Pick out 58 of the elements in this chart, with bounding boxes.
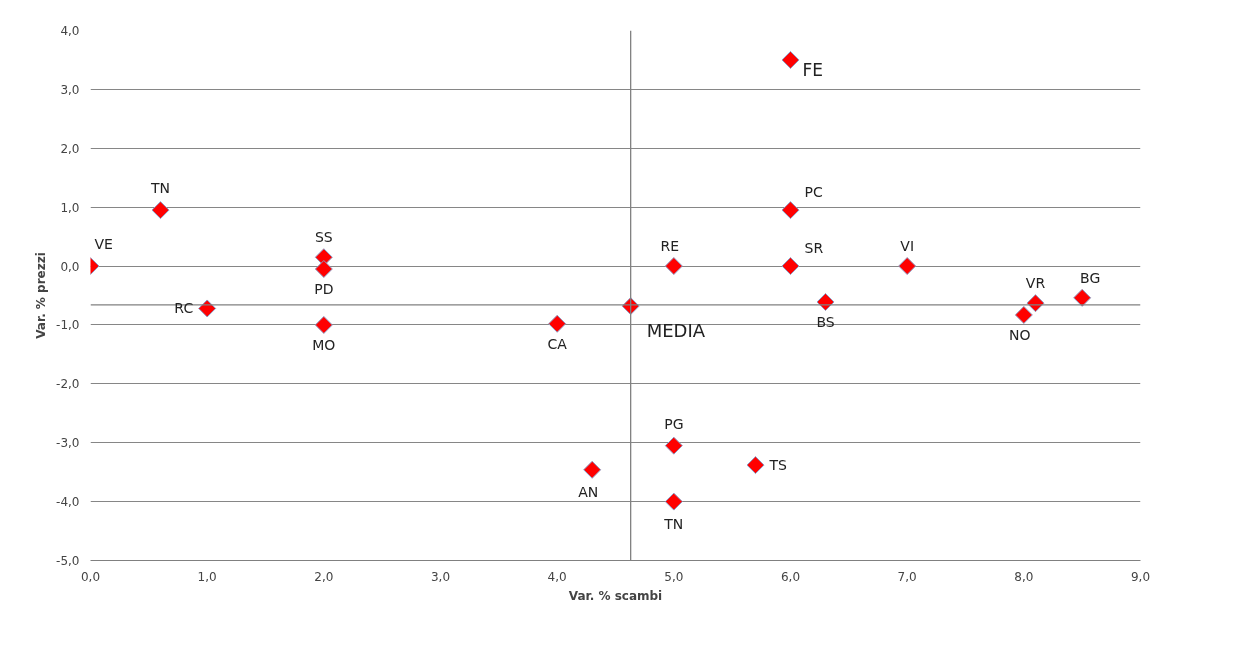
data-label: VR bbox=[1025, 275, 1046, 292]
y-tick-label: -3,0 bbox=[56, 436, 80, 451]
point bbox=[664, 436, 683, 455]
data-label: MEDIA bbox=[646, 320, 706, 342]
data-label: BS bbox=[816, 313, 835, 330]
data-label: FE bbox=[802, 59, 824, 80]
point bbox=[1014, 305, 1033, 324]
x-tick-label: 0,0 bbox=[80, 569, 101, 584]
point bbox=[898, 257, 917, 276]
point bbox=[781, 201, 800, 220]
data-label: NO bbox=[1009, 326, 1031, 343]
x-tick-label: 3,0 bbox=[430, 569, 451, 584]
x-tick-label: 9,0 bbox=[1130, 569, 1151, 584]
x-tick-label: 2,0 bbox=[314, 569, 334, 584]
point bbox=[583, 460, 602, 479]
y-axis-title: Var. % prezzi bbox=[34, 252, 49, 339]
y-tick-label: 3,0 bbox=[60, 82, 80, 97]
data-label: VE bbox=[94, 236, 113, 253]
point bbox=[746, 456, 765, 475]
x-tick-label: 1,0 bbox=[197, 569, 217, 584]
point bbox=[781, 50, 800, 69]
data-label: AN bbox=[578, 483, 599, 500]
x-tick-label: 4,0 bbox=[547, 569, 567, 584]
data-label: CA bbox=[547, 335, 568, 352]
data-label: MO bbox=[312, 336, 336, 353]
data-label: RE bbox=[660, 238, 680, 255]
point bbox=[548, 314, 567, 333]
data-label: TS bbox=[768, 457, 788, 474]
y-tick-label: 0,0 bbox=[60, 259, 80, 274]
x-tick-label: 7,0 bbox=[897, 569, 917, 584]
point bbox=[314, 260, 333, 278]
data-label: TN bbox=[663, 515, 684, 532]
y-tick-label: 4,0 bbox=[60, 24, 80, 38]
data-label: PD bbox=[314, 281, 334, 297]
data-label: TN bbox=[149, 180, 171, 197]
data-label: BG bbox=[1080, 269, 1101, 286]
x-tick-label: 8,0 bbox=[1014, 569, 1034, 584]
x-tick-label: 6,0 bbox=[780, 569, 801, 584]
x-tick-label: 5,0 bbox=[664, 569, 684, 584]
point bbox=[314, 315, 333, 334]
y-tick-label: -5,0 bbox=[56, 554, 80, 568]
data-label: SR bbox=[804, 240, 824, 257]
x-axis-title: Var. % scambi bbox=[568, 588, 663, 603]
data-label: VI bbox=[900, 238, 915, 255]
data-label: RC bbox=[174, 300, 194, 317]
point bbox=[664, 257, 683, 276]
y-tick-label: -1,0 bbox=[56, 318, 80, 333]
y-tick-label: 2,0 bbox=[60, 141, 80, 156]
point bbox=[664, 492, 683, 511]
point bbox=[781, 257, 800, 276]
y-tick-label: -2,0 bbox=[56, 377, 80, 392]
data-label: PG bbox=[664, 415, 684, 432]
data-label: PC bbox=[804, 184, 823, 201]
point bbox=[1073, 288, 1092, 307]
y-tick-label: 1,0 bbox=[60, 200, 80, 215]
y-tick-label: -4,0 bbox=[56, 495, 80, 510]
data-label: SS bbox=[314, 229, 333, 246]
point bbox=[151, 201, 170, 220]
